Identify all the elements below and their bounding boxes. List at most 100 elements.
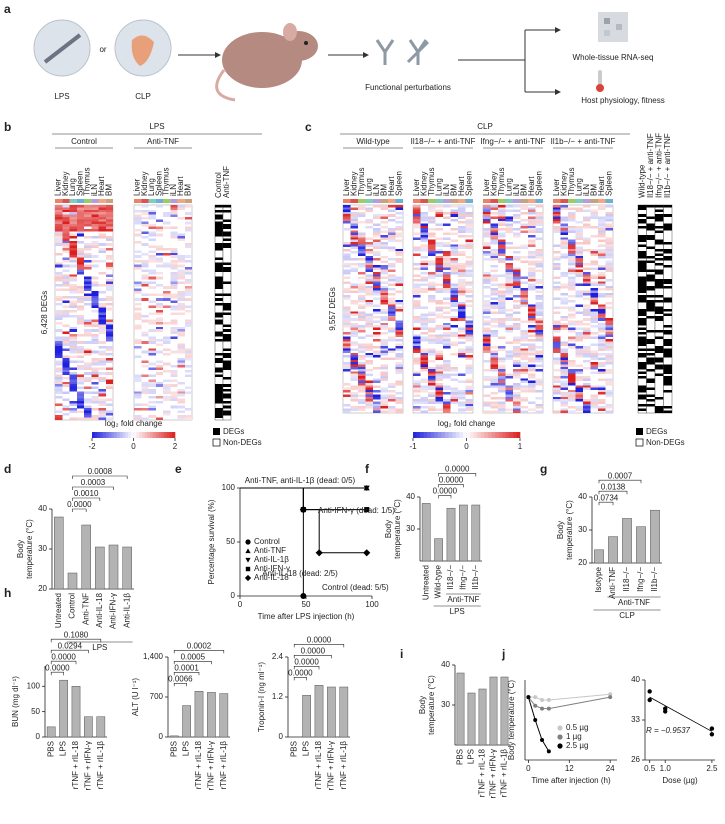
group-label: Ifng−/− + anti-TNF — [480, 137, 545, 146]
heatmap-cell — [483, 369, 491, 372]
point — [663, 709, 668, 714]
heatmap-cell — [365, 369, 374, 372]
heatmap-cell — [98, 415, 106, 418]
y-axis-label: Body — [556, 521, 565, 539]
heatmap-cell — [413, 320, 421, 324]
heatmap-cell — [163, 341, 171, 344]
deg-cell — [638, 283, 647, 287]
deg-cell — [646, 285, 655, 289]
heatmap-cell — [505, 281, 514, 284]
heatmap-cell — [134, 341, 142, 344]
heatmap-cell — [505, 399, 514, 402]
heatmap-cell — [388, 239, 396, 243]
heatmap-cell — [535, 339, 544, 342]
heatmap-cell — [583, 366, 591, 370]
heatmap-cell — [465, 230, 474, 233]
heatmap-cell — [55, 341, 63, 344]
heatmap-cell — [483, 228, 491, 231]
heatmap-cell — [420, 244, 429, 247]
heatmap-cell — [428, 248, 436, 252]
heatmap-cell — [343, 315, 351, 319]
colorbar-cell — [94, 432, 98, 438]
heatmap-cell — [443, 278, 451, 282]
heatmap-cell — [177, 393, 185, 397]
heatmap-cell — [358, 355, 366, 358]
heatmap-cell — [98, 226, 106, 230]
heatmap-cell — [76, 233, 85, 237]
heatmap-cell — [358, 211, 366, 215]
heatmap-cell — [583, 209, 591, 213]
heatmap-cell — [98, 410, 106, 414]
heatmap-cell — [520, 230, 529, 233]
heatmap-cell — [365, 373, 374, 377]
heatmap-cell — [553, 369, 561, 372]
heatmap-cell — [358, 366, 366, 370]
heatmap-cell — [155, 310, 164, 313]
heatmap-cell — [590, 251, 599, 254]
heatmap-cell — [350, 378, 359, 381]
heatmap-cell — [465, 401, 474, 404]
heatmap-cell — [450, 272, 459, 275]
heatmap-cell — [520, 357, 529, 361]
heatmap-cell — [490, 205, 499, 208]
bar — [194, 691, 204, 738]
deg-cell — [215, 388, 223, 392]
y-axis-label: Percentage survival (%) — [207, 499, 216, 584]
significance-bracket — [50, 638, 102, 643]
x-tick-label: LPS — [467, 749, 476, 764]
heatmap-cell — [428, 385, 436, 388]
heatmap-cell — [575, 262, 584, 266]
heatmap-cell — [141, 365, 149, 368]
heatmap-cell — [62, 236, 70, 239]
heatmap-cell — [520, 371, 529, 374]
heatmap-cell — [148, 353, 156, 356]
heatmap-cell — [91, 209, 99, 213]
heatmap-cell — [184, 221, 193, 225]
heatmap-cell — [498, 403, 506, 407]
heatmap-cell — [483, 332, 491, 335]
heatmap-cell — [490, 392, 499, 395]
tissue-strip — [458, 199, 466, 203]
heatmap-cell — [343, 281, 351, 284]
deg-cell — [655, 269, 664, 273]
heatmap-cell — [170, 319, 178, 323]
heatmap-cell — [505, 373, 514, 377]
heatmap-cell — [513, 401, 521, 404]
heatmap-cell — [490, 251, 499, 254]
heatmap-cell — [55, 216, 63, 220]
bar — [67, 572, 78, 590]
heatmap-cell — [350, 225, 359, 229]
heatmap-cell — [373, 251, 381, 254]
heatmap-cell — [350, 290, 359, 294]
heatmap-cell — [98, 205, 106, 208]
heatmap-cell — [380, 260, 389, 263]
x-tick-label: rTNF + rIFN-γ — [207, 741, 216, 791]
deg-cell — [223, 209, 231, 213]
heatmap-cell — [148, 269, 156, 273]
heatmap-cell — [388, 339, 396, 342]
heatmap-cell — [62, 231, 70, 234]
heatmap-cell — [498, 209, 506, 213]
heatmap-cell — [413, 274, 421, 277]
heatmap-cell — [388, 399, 396, 402]
heatmap-cell — [428, 205, 436, 208]
heatmap-cell — [483, 246, 491, 250]
heatmap-cell — [55, 417, 63, 421]
panel-label: b — [4, 120, 11, 134]
heatmap-cell — [498, 248, 506, 252]
heatmap-cell — [568, 410, 576, 414]
significance-bracket — [72, 508, 87, 512]
heatmap-cell — [605, 269, 614, 273]
heatmap-cell — [483, 378, 491, 381]
heatmap-cell — [76, 216, 85, 220]
heatmap-cell — [553, 350, 561, 354]
heatmap-cell — [535, 311, 544, 314]
heatmap-cell — [520, 389, 529, 393]
heatmap-cell — [483, 341, 491, 344]
deg-count: 6,428 DEGs — [40, 291, 49, 335]
deg-cell — [663, 297, 672, 300]
heatmap-cell — [365, 387, 374, 391]
heatmap-cell — [450, 341, 459, 344]
heatmap-cell — [505, 258, 514, 261]
heatmap-cell — [170, 209, 178, 213]
